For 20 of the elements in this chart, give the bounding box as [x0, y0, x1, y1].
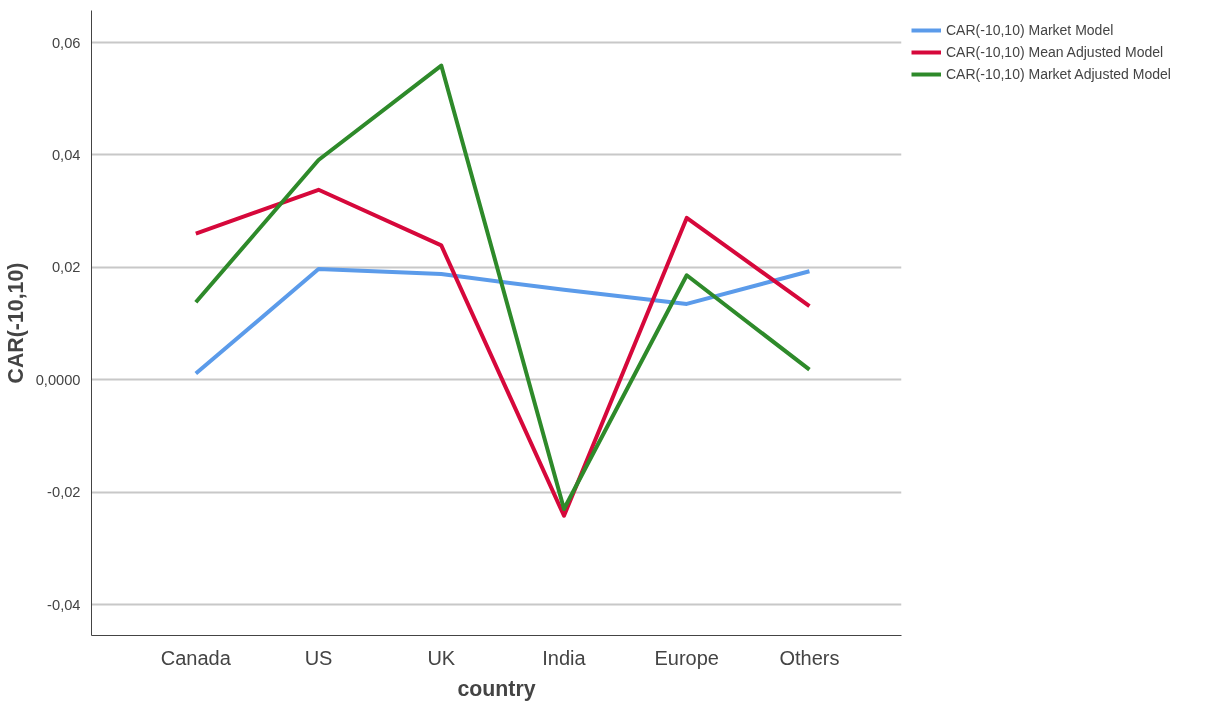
- x-tick-label: Others: [779, 646, 840, 669]
- legend-label: CAR(-10,10) Market Model: [946, 21, 1114, 39]
- x-tick-label: Canada: [160, 646, 232, 669]
- legend-label: CAR(-10,10) Market Adjusted Model: [946, 65, 1171, 83]
- line-series: [193, 63, 812, 512]
- y-tick-label: -0,04: [47, 596, 81, 613]
- line-series: [193, 267, 812, 376]
- x-tick-label: US: [304, 646, 333, 669]
- y-tick-label: 0,02: [51, 259, 81, 276]
- y-axis-title: CAR(-10,10): [3, 262, 28, 384]
- y-tick-label: 0,0000: [35, 371, 81, 388]
- x-tick-label: UK: [427, 646, 456, 669]
- x-axis-title: country: [457, 676, 536, 701]
- legend-label: CAR(-10,10) Mean Adjusted Model: [946, 43, 1164, 61]
- x-tick-label: Europe: [654, 646, 719, 669]
- line-series: [193, 187, 812, 518]
- y-tick-label: -0,02: [47, 484, 81, 501]
- x-tick-label: India: [542, 646, 587, 669]
- y-tick-label: 0,04: [51, 146, 81, 163]
- y-tick-label: 0,06: [51, 34, 81, 51]
